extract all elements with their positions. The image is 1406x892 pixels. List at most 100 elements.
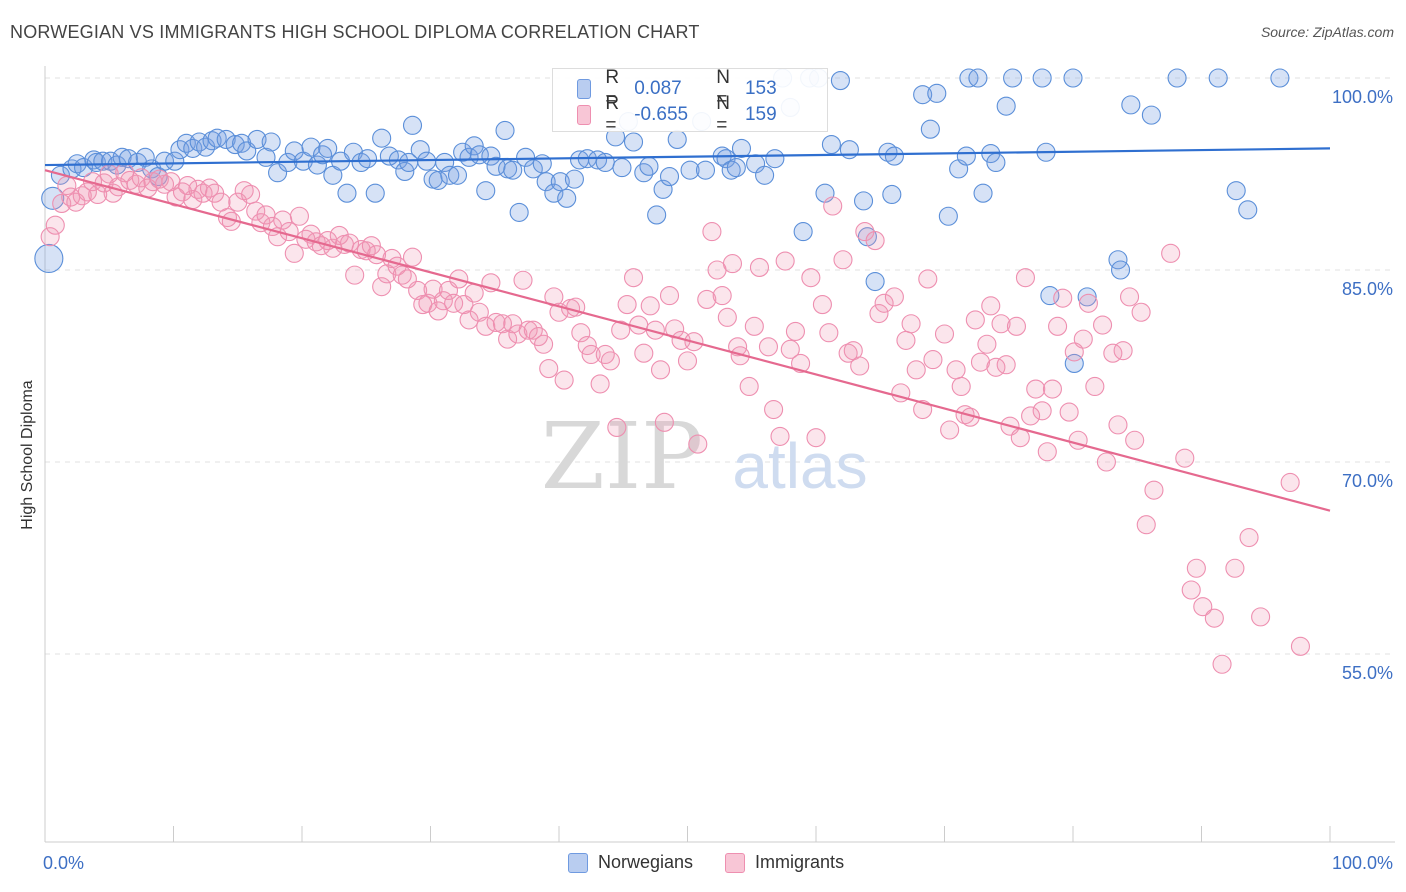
- immigrant-point: [1280, 472, 1300, 493]
- norwegian-point: [247, 129, 267, 149]
- immigrant-point: [1021, 406, 1041, 426]
- immigrant-point: [607, 417, 627, 437]
- immigrant-point: [981, 296, 1001, 316]
- norwegian-point: [731, 138, 752, 158]
- norwegian-point: [74, 158, 94, 178]
- norwegian-point: [680, 160, 700, 180]
- r-label: R =: [605, 67, 620, 110]
- immigrant-point: [246, 201, 266, 221]
- immigrant-point: [654, 412, 674, 432]
- norwegian-point: [435, 152, 455, 173]
- n-value-norwegians: 153: [744, 78, 777, 99]
- immigrant-point: [289, 206, 309, 226]
- norwegian-point: [464, 136, 484, 156]
- norwegian-point: [913, 85, 933, 105]
- r-label: R =: [605, 93, 620, 136]
- norwegian-point: [639, 156, 659, 176]
- legend-item-norwegians[interactable]: Norwegians: [568, 852, 693, 873]
- norwegian-point: [634, 163, 654, 183]
- immigrant-point: [838, 343, 858, 363]
- immigrant-point: [1085, 376, 1105, 397]
- immigrant-point: [758, 337, 779, 357]
- norwegian-point: [793, 222, 813, 242]
- immigrant-point: [806, 428, 826, 448]
- immigrant-point: [1204, 608, 1224, 628]
- immigrant-point: [581, 344, 601, 365]
- norwegian-point: [268, 163, 288, 183]
- norwegian-point: [481, 146, 501, 166]
- legend-swatch-blue: [577, 79, 592, 99]
- source-label: Source: ZipAtlas.com: [1260, 24, 1394, 40]
- norwegian-point: [550, 172, 570, 192]
- immigrant-point: [492, 314, 513, 334]
- legend-label-norwegians: Norwegians: [598, 852, 694, 872]
- norwegian-point: [956, 146, 976, 166]
- immigrant-point: [1048, 316, 1068, 336]
- immigrant-point: [940, 420, 960, 440]
- immigrant-point: [869, 303, 889, 324]
- immigrant-point: [193, 183, 213, 203]
- immigrant-point: [486, 312, 506, 333]
- immigrant-point: [1093, 315, 1113, 335]
- norwegian-point: [365, 183, 385, 203]
- immigrant-point: [600, 351, 620, 371]
- norwegian-point: [1063, 68, 1083, 88]
- immigrant-point: [166, 187, 186, 207]
- norwegian-point: [821, 135, 841, 155]
- legend-item-immigrants[interactable]: Immigrants: [725, 852, 844, 873]
- immigrant-point: [1006, 316, 1027, 336]
- norwegian-point: [301, 137, 321, 157]
- data-points: [34, 68, 1310, 674]
- immigrant-point: [241, 184, 261, 205]
- immigrant-point: [1131, 302, 1151, 322]
- n-label: N =: [716, 93, 730, 136]
- norwegian-point: [765, 149, 785, 169]
- immigrant-point: [996, 355, 1016, 375]
- immigrant-point: [88, 184, 108, 205]
- norwegian-point: [202, 131, 222, 151]
- immigrant-point: [977, 334, 997, 354]
- immigrant-point: [1042, 379, 1062, 399]
- immigrant-point: [469, 302, 489, 322]
- immigrant-point: [1108, 415, 1128, 435]
- norwegian-point: [1270, 68, 1290, 88]
- immigrant-point: [946, 360, 966, 380]
- watermark-atlas: atlas: [732, 430, 867, 502]
- trend-line-norwegians: [44, 147, 1331, 167]
- norwegian-point: [1226, 181, 1246, 201]
- norwegian-point: [495, 120, 515, 141]
- norwegian-point: [968, 68, 988, 88]
- norwegian-point: [216, 129, 236, 149]
- immigrant-point: [1096, 452, 1116, 472]
- norwegian-point: [86, 152, 106, 173]
- immigrant-point: [377, 264, 397, 284]
- immigrant-point: [923, 350, 943, 370]
- immigrant-point: [513, 270, 533, 290]
- y-tick-label: 85.0%: [1342, 279, 1393, 299]
- immigrant-point: [1193, 597, 1213, 617]
- immigrant-point: [418, 293, 438, 313]
- immigrant-point: [402, 247, 423, 267]
- legend-swatch-pink: [577, 105, 592, 125]
- immigrant-point: [459, 310, 479, 330]
- norwegian-point: [927, 83, 947, 103]
- norwegian-point: [884, 146, 904, 166]
- immigrant-point: [508, 324, 528, 344]
- norwegian-point: [536, 172, 556, 192]
- norwegian-point: [1077, 287, 1097, 307]
- immigrant-point: [1078, 293, 1098, 313]
- norwegian-point: [1064, 353, 1084, 373]
- y-tick-label: 100.0%: [1332, 87, 1393, 107]
- immigrant-point: [1026, 379, 1046, 399]
- norwegian-point: [357, 149, 378, 169]
- y-tick-label: 70.0%: [1342, 471, 1393, 491]
- norwegian-point: [41, 186, 65, 210]
- immigrant-point: [677, 351, 698, 371]
- immigrant-point: [72, 186, 92, 206]
- immigrant-point: [965, 310, 985, 330]
- norwegian-point: [516, 147, 536, 167]
- norwegian-point: [1141, 105, 1161, 125]
- norwegian-point: [318, 138, 338, 158]
- immigrant-point: [595, 344, 615, 365]
